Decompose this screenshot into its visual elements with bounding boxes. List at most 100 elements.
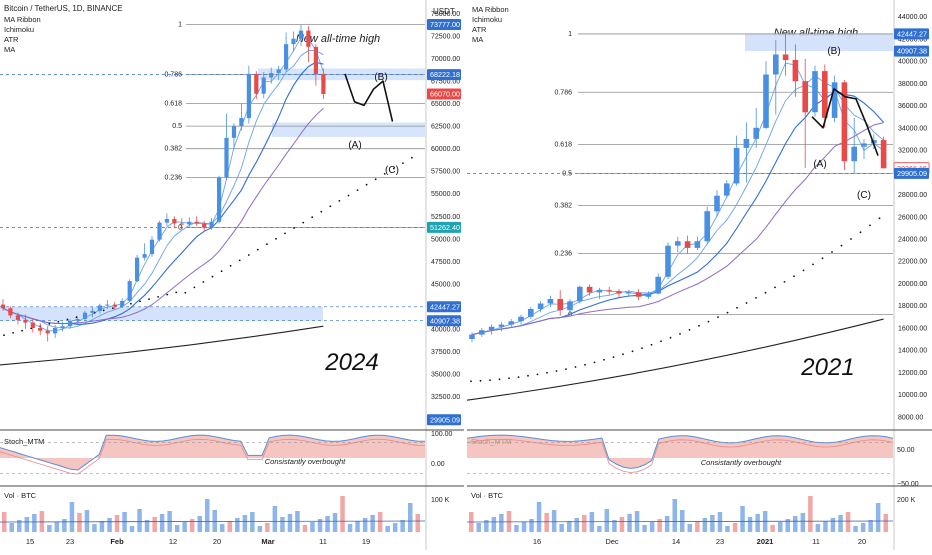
ichimoku-dot [707, 320, 710, 323]
ichimoku-dot [812, 263, 814, 266]
volume-bar [54, 522, 60, 532]
y-tick-label: 20000.00 [898, 281, 927, 288]
volume-bar [400, 520, 405, 532]
ichimoku-dot [565, 368, 567, 370]
ma-ribbon-2 [2, 50, 324, 329]
candle [127, 281, 132, 301]
header-indicator-1: MA Ribbon [472, 5, 509, 14]
candle [120, 301, 125, 307]
y-tick-label: 14000.00 [898, 348, 927, 355]
stoch-line [466, 434, 894, 469]
y-tick-label: 55000.00 [431, 191, 460, 198]
volume-bar [152, 517, 157, 532]
volume-bar [317, 519, 323, 532]
ichimoku-dot [229, 264, 232, 267]
candle [714, 195, 720, 212]
stoch-signal [0, 438, 426, 475]
volume-bar [785, 519, 790, 532]
x-tick-label: 23 [66, 537, 74, 546]
y-tick-label: 75000.00 [431, 11, 460, 18]
ichimoku-dot [102, 309, 105, 312]
volume-bar [272, 506, 278, 532]
candle [239, 118, 244, 127]
ichimoku-dot [726, 311, 729, 314]
volume-bar [800, 513, 806, 532]
price-label: 42447.27 [430, 302, 460, 311]
ichimoku-dot [220, 270, 223, 273]
candle [861, 143, 867, 147]
price-label: 73777.00 [430, 20, 460, 29]
fib-ratio-label: 0.786 [164, 72, 182, 79]
volume-bar [182, 522, 187, 532]
volume-bar [529, 519, 534, 532]
candle [135, 257, 140, 282]
volume-bar [574, 518, 579, 532]
candle [606, 290, 612, 292]
ichimoku-dot [365, 183, 368, 186]
price-label-bg [894, 45, 929, 57]
ichimoku-dot [311, 216, 314, 219]
wave-label: (B) [374, 72, 387, 83]
y-tick-label: 24000.00 [898, 237, 927, 244]
volume-bar [159, 514, 165, 532]
candle [90, 310, 95, 313]
stoch-fill [467, 435, 893, 469]
y-tick-label: 44000.00 [898, 14, 927, 21]
ichimoku-dot [329, 205, 332, 208]
chart-2021-marks: 44000.00 42000.00 40000.00 38000.00 36000.00… [466, 0, 932, 550]
chart-title-2021: 2021 [800, 354, 854, 381]
volume-bar [287, 514, 293, 532]
ichimoku-dot [622, 353, 624, 356]
ichimoku-dot [641, 347, 643, 349]
ichimoku-dot [57, 320, 60, 323]
volume-bar [740, 506, 745, 532]
ichimoku-dot [878, 217, 881, 220]
volume-bar [815, 524, 821, 532]
fib-ratio-label: 1 [178, 22, 182, 29]
y-tick-label: 38000.00 [898, 81, 927, 88]
volume-bar [521, 522, 527, 532]
fib-ratio-label: 1 [568, 31, 572, 38]
candle [269, 73, 274, 78]
ichimoku-dot [202, 281, 205, 283]
ichimoku-dot [470, 380, 472, 383]
fib-ratio-label: 0.236 [164, 175, 182, 182]
ichimoku-dot [593, 361, 596, 364]
volume-bar [39, 511, 45, 532]
x-tick-label: 19 [362, 537, 370, 546]
volume-bar [808, 496, 813, 532]
volume-bar [642, 525, 647, 532]
x-tick-label: 2021 [757, 537, 774, 546]
chart-title-2024: 2024 [324, 349, 378, 376]
ichimoku-dot [338, 200, 341, 202]
volume-bar [853, 526, 858, 532]
ichimoku-dot [679, 333, 681, 335]
candle [187, 221, 192, 225]
price-label-bg [427, 301, 461, 313]
volume-bar [860, 523, 866, 532]
volume-bar [649, 522, 655, 532]
y-tick-label: 36000.00 [898, 103, 927, 110]
price-label-bg [427, 221, 461, 233]
volume-bar [129, 526, 135, 532]
ichimoku-dot [284, 232, 286, 235]
ichimoku-dot [698, 324, 700, 327]
y-tick-label: 57500.00 [431, 169, 460, 176]
ichimoku-dot [402, 162, 404, 165]
candle [82, 312, 88, 319]
candle [172, 219, 177, 224]
candle [626, 292, 632, 294]
candle [291, 38, 296, 45]
volume-ma [0, 520, 426, 523]
volume-bar [62, 519, 67, 532]
volume-bar [778, 522, 783, 532]
volume-bar [235, 518, 240, 532]
x-tick-label: 23 [716, 537, 724, 546]
candle [209, 221, 214, 228]
fib-ratio-label: 0.618 [164, 101, 182, 108]
candle [217, 177, 222, 222]
candle [142, 254, 147, 258]
candle [675, 241, 681, 246]
ichimoku-dot [669, 336, 672, 339]
